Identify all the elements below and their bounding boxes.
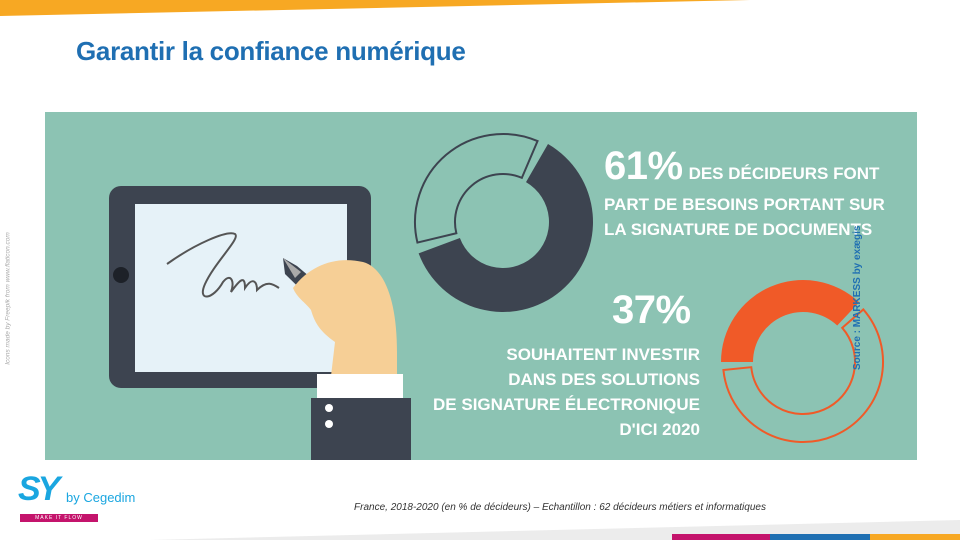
icon-credit: Icons made by Freepik from www.flaticon.… <box>4 232 12 365</box>
logo-by: by Cegedim <box>66 490 136 505</box>
infographic-panel <box>45 112 917 460</box>
stat-61-percent: 61% <box>604 144 683 188</box>
source-note: Source : MARKESS by exægis <box>852 225 863 370</box>
donut-chart-37 <box>721 280 884 443</box>
stat-37-line4: D'ICI 2020 <box>619 420 700 439</box>
stat-37-percent: 37% <box>612 288 691 332</box>
donut-chart-61 <box>414 133 593 312</box>
sy-cegedim-logo: SY by Cegedim MAKE IT FLOW <box>14 470 154 526</box>
stat-61-block: 61% DES DÉCIDEURS FONT PART DE BESOINS PO… <box>604 144 904 243</box>
stat-37-text: SOUHAITENT INVESTIR DANS DES SOLUTIONS D… <box>400 342 700 442</box>
tablet-signature-illustration <box>109 186 411 460</box>
stat-61-line2: PART DE BESOINS PORTANT SUR <box>604 195 885 214</box>
donut-segment-remainder <box>722 308 884 443</box>
stat-37-line2: DANS DES SOLUTIONS <box>508 370 700 389</box>
stat-37-line3: DE SIGNATURE ÉLECTRONIQUE <box>433 395 700 414</box>
donut-segment-remainder <box>414 133 539 244</box>
stat-61-lead: DES DÉCIDEURS FONT <box>688 164 880 183</box>
page-title: Garantir la confiance numérique <box>76 36 466 66</box>
top-decorative-stripe <box>0 0 750 16</box>
donut-segment-value <box>721 280 860 362</box>
bottom-decorative-bar <box>150 520 960 540</box>
stat-61-line3: LA SIGNATURE DE DOCUMENTS <box>604 220 873 239</box>
footer-note: France, 2018-2020 (en % de décideurs) – … <box>354 502 766 513</box>
donut-segment-value <box>418 144 593 312</box>
stat-37-line1: SOUHAITENT INVESTIR <box>506 345 700 364</box>
logo-tagline: MAKE IT FLOW <box>20 514 98 522</box>
logo-brand: SY <box>18 470 60 508</box>
